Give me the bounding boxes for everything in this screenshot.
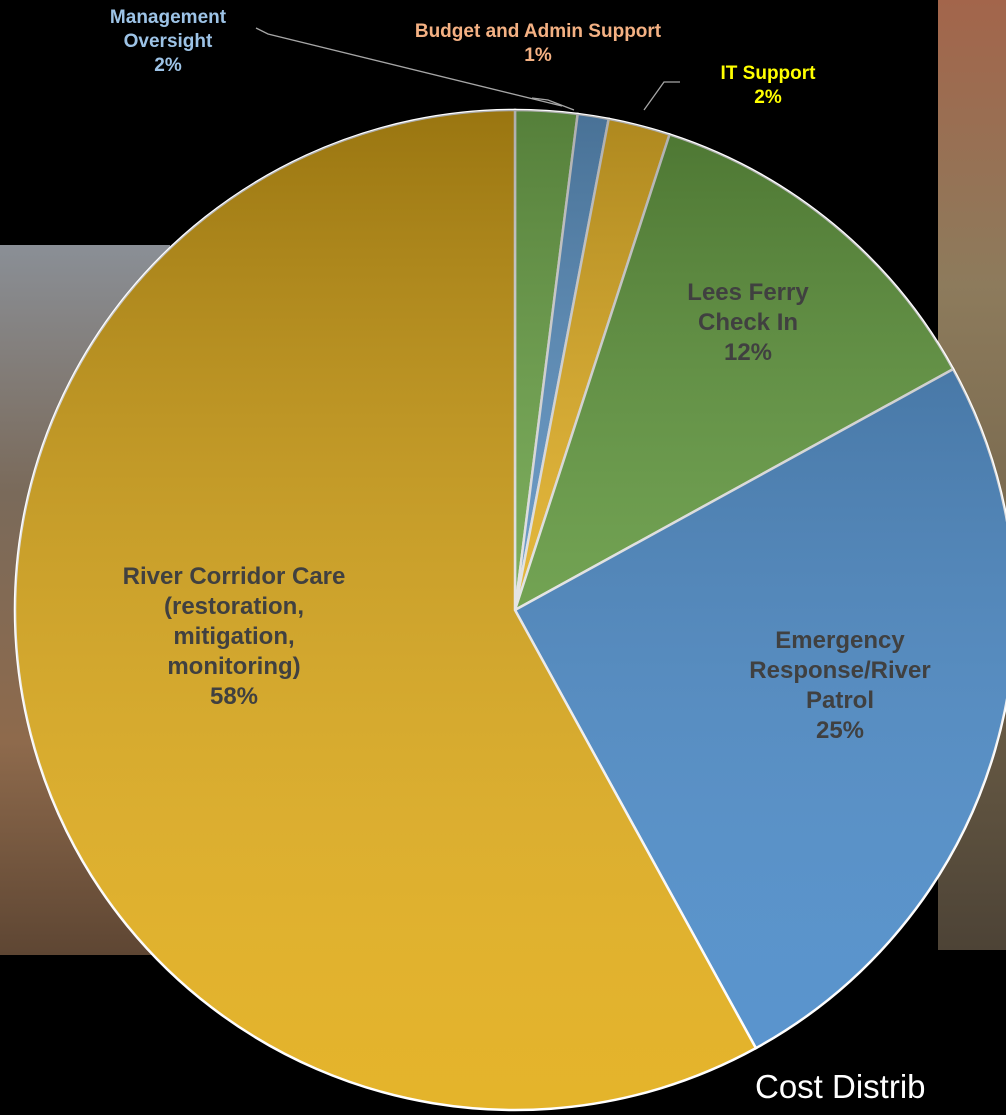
chart-title: Cost Distrib: [755, 1068, 926, 1106]
leader-line: [644, 82, 680, 110]
chart: [0, 0, 1006, 1115]
slice-value-label: 2%: [754, 86, 781, 110]
slice-label: River Corridor Care (restoration, mitiga…: [123, 562, 346, 682]
slice-value-label: 1%: [524, 44, 551, 68]
slice-value-label: 58%: [210, 682, 258, 712]
slice-label: IT Support: [721, 62, 816, 86]
slice-label: Management Oversight: [110, 6, 226, 54]
slice-value-label: 25%: [816, 716, 864, 746]
slide: Cost Distrib Management Oversight2%Budge…: [0, 0, 1006, 1115]
slice-label: Emergency Response/River Patrol: [749, 626, 930, 716]
slice-value-label: 12%: [724, 338, 772, 368]
slice-label: Lees Ferry Check In: [687, 278, 808, 338]
slice-label: Budget and Admin Support: [415, 20, 661, 44]
slice-value-label: 2%: [154, 54, 181, 78]
